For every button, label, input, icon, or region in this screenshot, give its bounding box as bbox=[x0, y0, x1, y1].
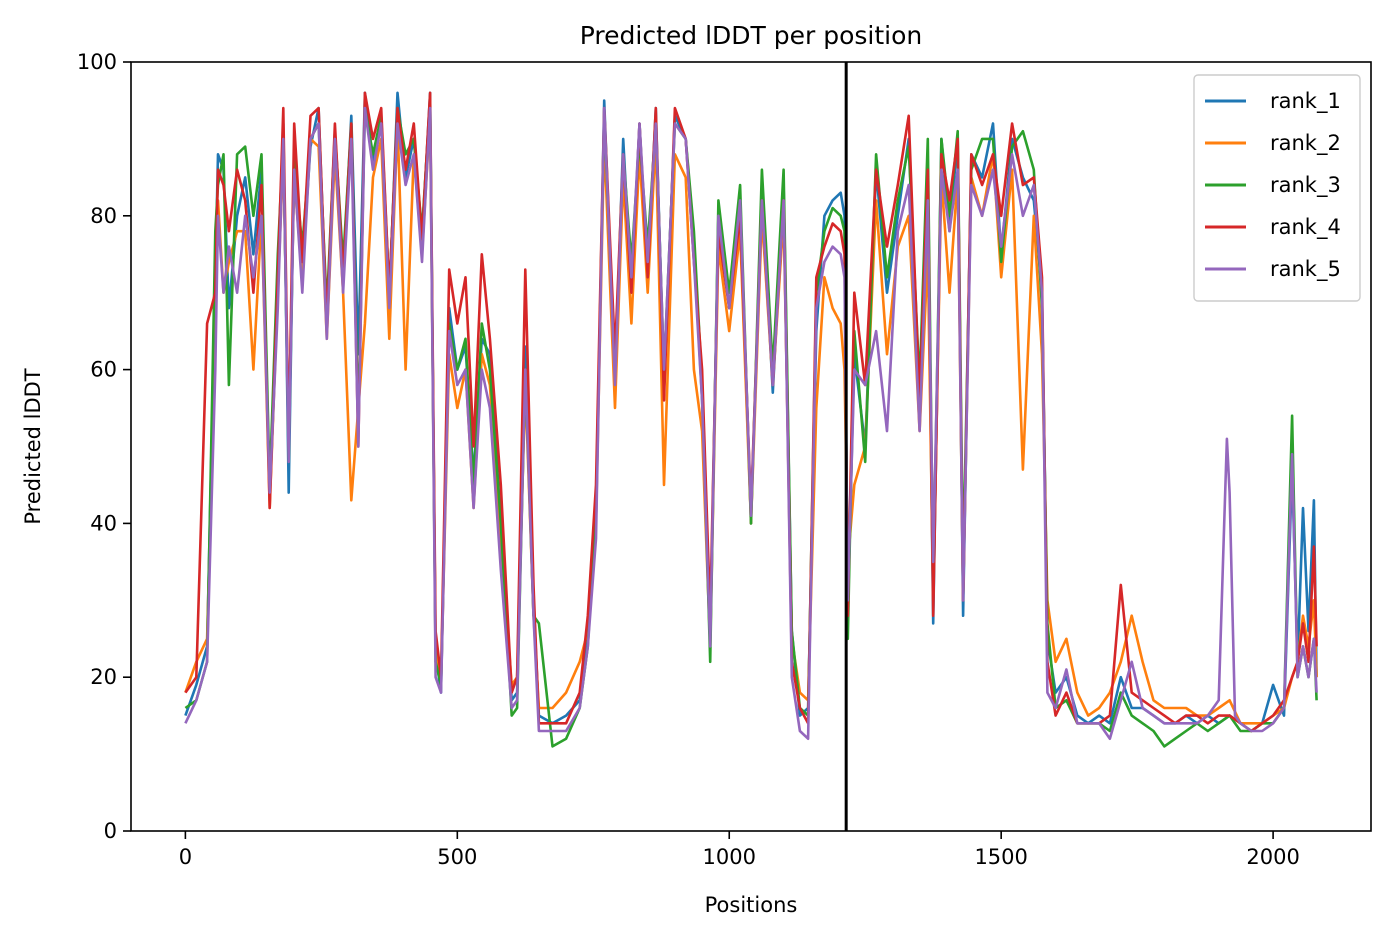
y-tick-label: 20 bbox=[90, 665, 117, 689]
legend-label-rank_5: rank_5 bbox=[1270, 257, 1341, 282]
legend: rank_1 rank_2 rank_3 rank_4 rank_5 bbox=[1193, 74, 1361, 302]
series-line-rank_3 bbox=[184, 99, 1318, 748]
series-line-rank_4 bbox=[184, 91, 1318, 733]
legend-label-rank_1: rank_1 bbox=[1270, 89, 1341, 114]
legend-box bbox=[1193, 74, 1361, 302]
chart-title: Predicted lDDT per position bbox=[580, 21, 922, 50]
plot-frame bbox=[130, 61, 1372, 832]
x-tick-label: 1500 bbox=[974, 845, 1027, 869]
y-tick-label: 80 bbox=[90, 204, 117, 228]
plot-lines bbox=[184, 91, 1318, 748]
y-tick-label: 60 bbox=[90, 358, 117, 382]
y-tick-label: 100 bbox=[77, 50, 117, 74]
x-tick-label: 0 bbox=[179, 845, 192, 869]
y-tick-label: 0 bbox=[104, 819, 117, 843]
x-tick-label: 2000 bbox=[1246, 845, 1299, 869]
x-axis: 0 500 1000 1500 2000 bbox=[179, 831, 1300, 869]
x-tick-label: 1000 bbox=[703, 845, 756, 869]
y-axis-title: Predicted lDDT bbox=[21, 368, 45, 524]
y-tick-label: 40 bbox=[90, 511, 117, 535]
series-line-rank_5 bbox=[184, 106, 1318, 740]
y-axis: 0 20 40 60 80 100 bbox=[77, 50, 131, 843]
x-axis-title: Positions bbox=[705, 893, 798, 917]
legend-label-rank_2: rank_2 bbox=[1270, 131, 1341, 156]
legend-label-rank_3: rank_3 bbox=[1270, 173, 1341, 198]
legend-label-rank_4: rank_4 bbox=[1270, 215, 1341, 240]
x-tick-label: 500 bbox=[437, 845, 477, 869]
series-line-rank_1 bbox=[184, 91, 1318, 733]
